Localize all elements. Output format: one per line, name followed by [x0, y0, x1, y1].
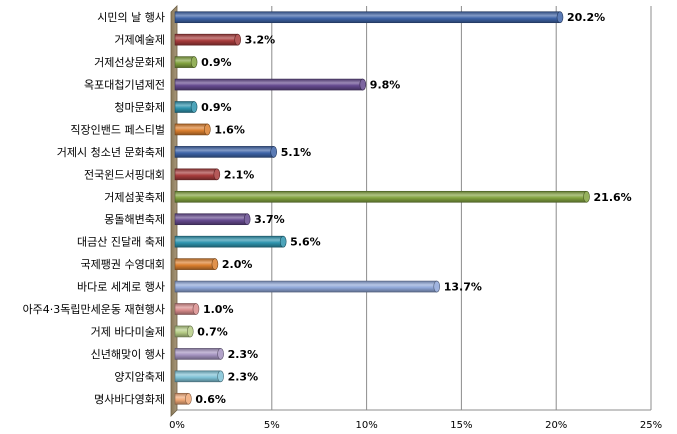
bar [174, 11, 561, 24]
x-tick-label: 0% [169, 420, 185, 431]
value-label: 1.0% [203, 303, 234, 316]
x-tick-label: 5% [264, 420, 280, 431]
category-label: 거제선상문화제 [94, 56, 165, 69]
bar [174, 123, 208, 136]
bar [174, 370, 221, 383]
bar-cap [243, 213, 251, 226]
value-label: 9.8% [370, 79, 401, 92]
bars [174, 11, 590, 405]
value-label: 5.6% [290, 236, 321, 249]
bar-cap [583, 190, 590, 203]
category-label: 양지암축제 [114, 370, 165, 383]
category-label: 명사바다영화제 [94, 393, 165, 406]
bar [174, 78, 364, 91]
gridlines [177, 6, 652, 411]
category-label: 거제시 청소년 문화축제 [57, 146, 165, 159]
category-label: 거제 바다미술제 [91, 325, 165, 338]
bar-cap [556, 11, 564, 24]
bar-cap [204, 123, 211, 136]
x-tick-labels: 0% 5% 10% 15% 20% 25% [169, 420, 662, 431]
bar [174, 348, 221, 360]
value-label: 2.3% [228, 348, 259, 361]
category-label: 직장인밴드 페스티벌 [70, 123, 165, 136]
category-label: 국제팽권 수영대회 [81, 258, 165, 271]
category-label: 대금산 진달래 축제 [77, 236, 165, 249]
bar-cap [433, 280, 441, 293]
bar-cap [192, 303, 200, 315]
value-label: 0.9% [201, 56, 232, 69]
bar-cap [211, 258, 219, 270]
bar-cap [217, 348, 224, 360]
value-label: 1.6% [214, 123, 245, 136]
bar [174, 168, 218, 181]
value-label: 13.7% [444, 281, 482, 294]
value-label: 3.7% [254, 213, 285, 226]
x-tick-label: 10% [355, 420, 377, 431]
category-label: 신년해맞이 행사 [91, 347, 165, 361]
category-label: 몽돌해변축제 [104, 212, 165, 226]
value-label: 2.1% [224, 168, 255, 181]
category-label: 옥포대첩기념제전 [84, 79, 165, 92]
bar-cap [270, 146, 277, 158]
category-label: 전국윈드서핑대회 [84, 167, 165, 181]
category-label: 바다로 세계로 행사 [77, 281, 165, 294]
value-label: 0.6% [195, 393, 226, 406]
bar [174, 235, 284, 248]
bar-cap [186, 325, 194, 338]
x-tick-label: 20% [545, 420, 567, 431]
category-label: 거제예술제 [114, 34, 165, 47]
x-tick-label: 15% [450, 420, 472, 431]
bar-cap [190, 56, 198, 68]
bar-cap [279, 235, 287, 248]
bar [174, 213, 248, 226]
bar [174, 280, 438, 293]
bar-cap [234, 33, 241, 46]
category-label: 아주4·3독립만세운동 재현행사 [23, 303, 165, 316]
bar-cap [359, 78, 367, 91]
value-label: 3.2% [245, 34, 276, 47]
category-label: 시민의 날 행사 [97, 11, 165, 24]
bar [174, 33, 238, 46]
category-label: 청마문화제 [114, 101, 165, 114]
bar [174, 190, 587, 203]
value-label: 5.1% [281, 146, 312, 159]
value-label: 0.7% [197, 325, 228, 338]
bar-cap [190, 101, 198, 113]
category-label: 거제섬꽃축제 [104, 191, 165, 204]
value-labels: 20.2% 3.2% 0.9% 9.8% 0.9% 1.6% 5.1% 2.1% 21.6% 3.… [195, 11, 631, 406]
bar-cap [213, 168, 221, 181]
bar [174, 146, 274, 158]
value-label: 21.6% [594, 191, 632, 204]
value-label: 2.0% [222, 258, 253, 271]
bar-cap [185, 392, 192, 405]
value-label: 20.2% [567, 11, 605, 24]
value-label: 2.3% [228, 370, 259, 383]
x-tick-label: 25% [640, 420, 662, 431]
bar-cap [217, 370, 224, 383]
bar [174, 258, 216, 270]
value-label: 0.9% [201, 101, 232, 114]
